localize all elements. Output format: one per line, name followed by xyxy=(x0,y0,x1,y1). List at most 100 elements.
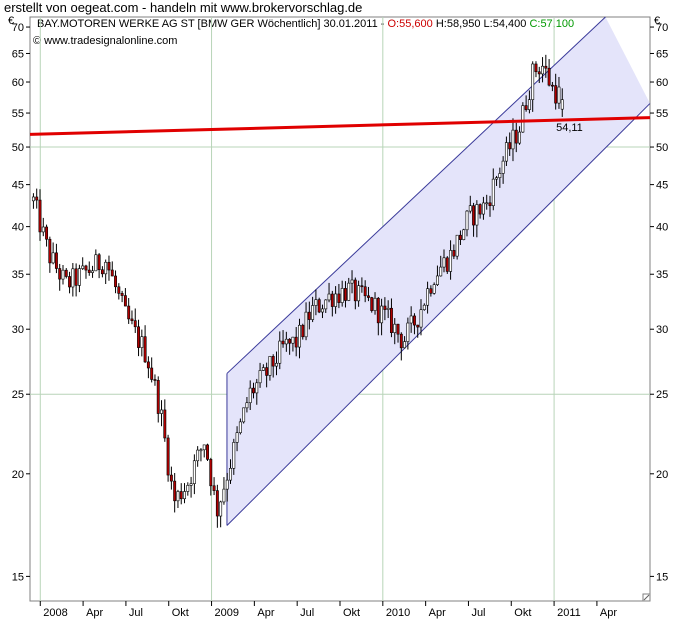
candle xyxy=(160,400,163,427)
candle xyxy=(452,244,456,260)
candle-body xyxy=(527,99,531,110)
candle xyxy=(35,188,39,209)
candle-body xyxy=(327,293,331,301)
y-tick-label-right: 45 xyxy=(656,180,668,192)
candle-body xyxy=(426,288,430,306)
candle-body xyxy=(518,131,522,144)
candle-body xyxy=(94,254,98,272)
candle-body xyxy=(206,444,209,460)
candle-body xyxy=(304,311,308,338)
candle xyxy=(58,263,62,291)
candle xyxy=(498,167,502,188)
candle-body xyxy=(288,338,292,344)
resize-grip-icon[interactable] xyxy=(642,593,651,602)
x-tick-label: 2009 xyxy=(215,607,239,619)
candle-body xyxy=(219,501,223,517)
candle xyxy=(412,313,416,335)
candle-body xyxy=(324,299,328,310)
candle-body xyxy=(117,286,121,294)
candle-body xyxy=(84,265,88,271)
candle xyxy=(199,448,203,462)
candle-body xyxy=(192,460,196,484)
candle-body xyxy=(478,204,482,215)
candle-body xyxy=(557,86,561,104)
x-tick-label: Apr xyxy=(257,607,274,619)
candle xyxy=(51,242,55,265)
candle xyxy=(94,249,98,272)
candle xyxy=(291,336,295,352)
candle xyxy=(501,156,505,184)
candle-body xyxy=(412,315,416,326)
header-low: L:54,400 xyxy=(484,18,527,30)
candle xyxy=(511,118,515,162)
candle xyxy=(518,126,522,145)
candle xyxy=(458,230,462,245)
candle xyxy=(334,286,338,314)
chart-banner: erstellt von oegeat.com - handeln mit ww… xyxy=(4,0,363,15)
candle xyxy=(114,270,117,294)
candle xyxy=(281,330,285,348)
candle xyxy=(166,434,170,482)
candle xyxy=(495,175,499,186)
candle-body xyxy=(521,105,525,133)
candle-body xyxy=(107,261,111,271)
candle-body xyxy=(488,202,492,207)
candle xyxy=(442,249,446,273)
candle xyxy=(386,300,390,319)
candle xyxy=(426,281,430,314)
candle-body xyxy=(367,295,370,298)
candle xyxy=(534,61,538,78)
candle-body xyxy=(31,196,35,202)
candle xyxy=(209,457,213,496)
candle xyxy=(153,374,157,386)
candle xyxy=(248,380,252,411)
candle xyxy=(235,426,239,452)
candle-body xyxy=(81,265,85,269)
candle xyxy=(340,280,344,307)
candle xyxy=(179,483,183,505)
y-tick-label-left: 20 xyxy=(12,469,24,481)
candle xyxy=(406,317,410,350)
candle-body xyxy=(321,308,324,313)
candle-body xyxy=(258,370,262,384)
y-tick-label-left: 40 xyxy=(12,222,24,234)
candle-body xyxy=(156,380,160,414)
candle xyxy=(176,489,180,508)
candle xyxy=(550,81,554,92)
candle xyxy=(347,277,351,302)
candle xyxy=(304,302,308,341)
candle xyxy=(468,195,472,214)
candle-body xyxy=(347,282,351,301)
candle xyxy=(81,257,85,270)
x-tick-label: 2010 xyxy=(386,607,410,619)
candle xyxy=(324,299,328,313)
candle xyxy=(117,283,121,300)
candle-body xyxy=(169,474,173,482)
candle-body xyxy=(544,65,548,69)
candle-body xyxy=(100,269,104,275)
candle xyxy=(258,362,262,388)
header-open: O:55,600 xyxy=(388,18,433,30)
candle xyxy=(357,280,361,307)
candle-body xyxy=(383,305,387,310)
candle-body xyxy=(179,491,183,500)
candle-body xyxy=(409,315,413,324)
candle-body xyxy=(311,305,315,320)
support-line xyxy=(29,116,651,136)
candle xyxy=(521,102,525,133)
candle xyxy=(353,277,357,310)
candle xyxy=(186,482,190,496)
candle xyxy=(146,356,150,379)
y-tick-label-right: 35 xyxy=(656,269,668,281)
candle-body xyxy=(317,299,321,313)
candle-body xyxy=(238,421,242,434)
candle-body xyxy=(465,210,469,231)
y-tick-label-left: 15 xyxy=(12,571,24,583)
y-axis-right: 15 20 25 30 35 40 45 50 55 60 65 70 xyxy=(650,22,668,583)
candle-body xyxy=(481,202,485,215)
candle xyxy=(275,351,278,376)
candle xyxy=(278,331,282,370)
candle-body xyxy=(462,229,466,240)
candle xyxy=(100,266,104,278)
candle xyxy=(41,217,45,237)
